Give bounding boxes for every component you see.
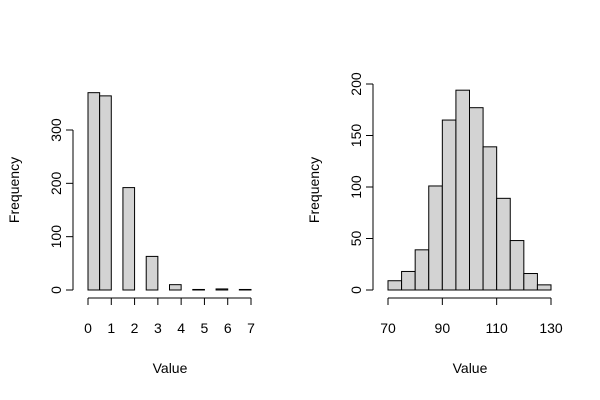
left-y-axis-label: Frequency [6, 157, 22, 223]
left-x-tick-label: 4 [177, 320, 185, 336]
left-x-tick-label: 3 [154, 320, 162, 336]
right-y-tick-label: 100 [348, 175, 364, 199]
right-y-tick-label: 50 [348, 231, 364, 247]
left-bars [87, 92, 252, 291]
left-y-tick-label: 100 [48, 225, 64, 249]
left-x-axis-label: Value [153, 360, 188, 376]
left-x-tick-label: 2 [131, 320, 139, 336]
right-x-tick-label: 90 [435, 320, 451, 336]
left-bar [145, 255, 159, 291]
right-y-tick-label: 150 [348, 124, 364, 148]
right-x-axis: 70 90 110 130 [380, 297, 563, 336]
left-bar [87, 92, 101, 291]
left-x-tick-label: 7 [247, 320, 255, 336]
left-x-tick-label: 1 [107, 320, 115, 336]
left-bar [99, 95, 112, 291]
right-bar [414, 249, 430, 291]
right-x-tick-label: 130 [539, 320, 563, 336]
right-bar [428, 185, 443, 291]
left-x-tick-label: 5 [201, 320, 209, 336]
right-x-tick-label: 110 [486, 320, 509, 336]
right-bar [387, 280, 403, 291]
left-x-tick-label: 6 [224, 320, 232, 336]
left-y-axis: 0 100 200 300 [48, 118, 74, 294]
left-x-tick-label: 0 [84, 320, 92, 336]
right-bar [469, 107, 484, 291]
left-y-tick-label: 200 [48, 171, 64, 195]
right-bar [496, 197, 511, 291]
right-bars [387, 89, 552, 291]
right-bar [455, 89, 470, 291]
right-bar [441, 119, 457, 291]
left-bar [192, 288, 205, 291]
histogram-right: 0 50 100 150 200 70 90 110 130 Value Frequency [306, 72, 563, 376]
right-x-axis-label: Value [453, 360, 488, 376]
right-x-tick-label: 70 [380, 320, 396, 336]
right-bar [509, 240, 525, 291]
right-y-tick-label: 0 [348, 286, 364, 294]
right-bar [401, 270, 416, 291]
right-y-tick-label: 200 [348, 72, 364, 96]
left-bar [238, 288, 252, 291]
right-bar [523, 273, 538, 291]
left-bar [215, 288, 229, 291]
right-bar [482, 146, 498, 291]
right-y-axis: 0 50 100 150 200 [348, 72, 374, 294]
right-bar [536, 284, 552, 291]
right-y-axis-label: Frequency [306, 157, 322, 223]
left-y-tick-label: 300 [48, 118, 64, 142]
left-bar [122, 187, 136, 291]
left-bar [169, 284, 182, 291]
left-y-tick-label: 0 [48, 286, 64, 294]
